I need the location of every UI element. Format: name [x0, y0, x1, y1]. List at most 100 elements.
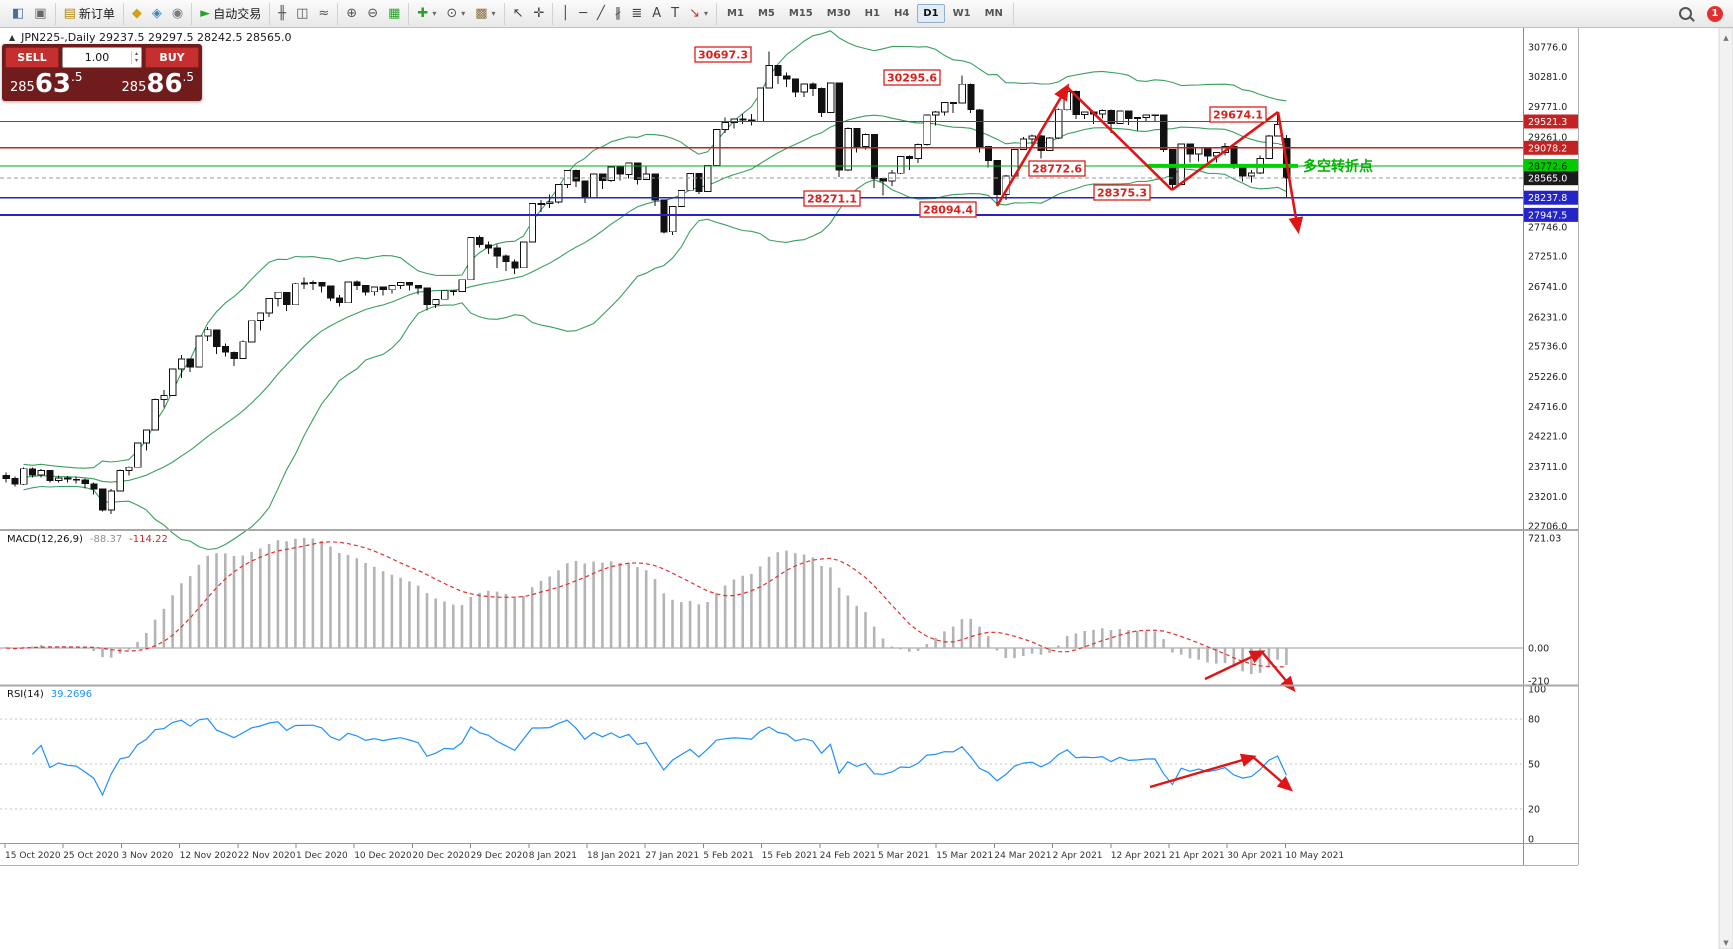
indicator-arrow[interactable]: [1252, 756, 1293, 792]
rsi-window-label: RSI(14) 39.2696: [7, 689, 92, 700]
channel-icon[interactable]: ∦: [610, 4, 627, 24]
notification-badge[interactable]: 1: [1707, 5, 1723, 22]
panel-collapse-icon[interactable]: ▲: [9, 33, 16, 42]
candle: [11, 478, 19, 485]
macd-window-label: MACD(12,26,9) -88.37 -114.22: [7, 534, 168, 545]
candle: [625, 162, 633, 175]
price-badge-text: 27947.5: [1528, 210, 1567, 221]
price-annotation-text: 28271.1: [807, 193, 857, 206]
horizontal-line-icon[interactable]: ─: [574, 4, 592, 24]
indicator-arrow[interactable]: [1149, 753, 1257, 789]
candle: [791, 78, 800, 93]
candle: [37, 470, 45, 476]
candle: [940, 102, 949, 113]
chevron-down-icon[interactable]: ▾: [491, 9, 496, 18]
autotrading-button[interactable]: ► 自动交易: [195, 4, 266, 24]
scroll-up-icon[interactable]: ▲: [1723, 34, 1729, 42]
timeframe-m30[interactable]: M30: [826, 8, 851, 19]
price-annotation-box[interactable]: [1209, 106, 1267, 123]
price-annotation-box[interactable]: [883, 69, 941, 86]
price-annotation-box[interactable]: [803, 190, 861, 207]
crosshair-icon[interactable]: ✛: [528, 4, 549, 24]
candle: [730, 118, 738, 123]
zoom-in-icon[interactable]: ⊕: [341, 4, 362, 24]
chart-app-icon: ◧: [12, 6, 25, 21]
window-icon[interactable]: ▣: [29, 4, 51, 24]
new-order-button-label: 新订单: [78, 7, 115, 21]
candle: [493, 247, 501, 257]
trendline-icon[interactable]: ╱: [592, 4, 610, 24]
scroll-down-icon[interactable]: ▼: [1723, 939, 1729, 947]
zoom-out-icon[interactable]: ⊖: [362, 4, 383, 24]
candlestick-chart-icon[interactable]: ◫: [291, 4, 313, 24]
chevron-down-icon[interactable]: ▾: [461, 9, 466, 18]
candle: [265, 298, 273, 314]
candle: [1186, 143, 1194, 155]
price-badge-text: 29521.3: [1528, 117, 1567, 128]
line-chart-icon[interactable]: ≈: [313, 4, 334, 24]
sell-button[interactable]: SELL: [5, 47, 59, 68]
navigator-icon[interactable]: ◉: [167, 4, 188, 24]
candle: [81, 479, 89, 485]
candle: [353, 281, 361, 287]
candle: [283, 291, 291, 306]
cursor-icon[interactable]: ↖: [508, 4, 529, 24]
price-annotation-box[interactable]: [1093, 184, 1151, 201]
timeframe-h4[interactable]: H4: [893, 8, 910, 19]
trend-arrow[interactable]: [1066, 86, 1173, 191]
chevron-down-icon[interactable]: ▾: [704, 9, 709, 18]
market-depth-icon[interactable]: ◆: [127, 4, 147, 24]
templates-icon[interactable]: ▩ ▾: [470, 4, 500, 24]
indicator-arrow[interactable]: [1261, 651, 1296, 692]
spin-up-icon[interactable]: ▴: [134, 49, 138, 57]
indicator-arrow[interactable]: [1204, 650, 1266, 681]
timeframe-m15[interactable]: M15: [788, 8, 813, 19]
label-icon[interactable]: T: [666, 4, 684, 24]
date-label: 12 Nov 2020: [180, 851, 238, 861]
text-icon[interactable]: A: [647, 4, 666, 24]
candle: [976, 109, 984, 147]
timeframe-mn[interactable]: MN: [984, 8, 1003, 19]
timeframe-h1[interactable]: H1: [864, 8, 880, 19]
timeframe-w1[interactable]: W1: [952, 8, 971, 19]
time-axis[interactable]: 15 Oct 2020 25 Oct 2020 3 Nov 2020 12 Nov 2…: [4, 844, 1344, 861]
periods-icon[interactable]: ⊙ ▾: [441, 4, 470, 24]
macd-signal-line: [5, 541, 1287, 668]
tile-windows-icon[interactable]: ▦: [383, 4, 405, 24]
arrows-icon[interactable]: ↘ ▾: [684, 4, 713, 24]
scrollbar-track[interactable]: [1718, 27, 1733, 949]
chevron-down-icon[interactable]: ▾: [432, 9, 437, 18]
new-order-button[interactable]: ▤ 新订单: [59, 4, 120, 24]
trend-arrow[interactable]: [1171, 110, 1279, 192]
timeframe-m1[interactable]: M1: [727, 8, 744, 19]
candle: [309, 282, 317, 284]
price-annotation-box[interactable]: [919, 201, 977, 218]
candle: [99, 488, 107, 511]
trend-arrow[interactable]: [1276, 111, 1304, 235]
toolbar-group: │ ─ ╱ ∦ ≣ A T ↘ ▾: [553, 2, 718, 25]
vertical-line-icon[interactable]: │: [556, 4, 574, 24]
bar-chart-icon[interactable]: ╫: [273, 4, 291, 24]
candle: [835, 82, 843, 171]
timeframe-m5[interactable]: M5: [757, 8, 775, 19]
history-center-icon[interactable]: ◈: [147, 4, 167, 24]
candle: [590, 173, 598, 198]
search-button[interactable]: [1674, 4, 1697, 24]
arrows-icon: ↘: [689, 6, 701, 21]
chart-background[interactable]: [0, 28, 1733, 949]
trend-arrow[interactable]: [995, 83, 1070, 207]
spin-down-icon[interactable]: ▾: [134, 56, 138, 64]
price-annotation-box[interactable]: [1028, 160, 1086, 177]
volume-input[interactable]: [63, 50, 131, 65]
indicators-icon[interactable]: ✚ ▾: [412, 4, 441, 24]
buy-button[interactable]: BUY: [145, 47, 199, 68]
toolbar-group: ◧ ▣: [4, 2, 56, 25]
price-axis-label: 25226.0: [1528, 372, 1567, 383]
candle: [72, 478, 81, 481]
timeframe-d1[interactable]: D1: [917, 4, 945, 23]
candle: [993, 160, 1001, 195]
chart-app-icon[interactable]: ◧: [7, 4, 29, 24]
fibonacci-icon[interactable]: ≣: [626, 4, 647, 24]
price-annotation-box[interactable]: [694, 46, 752, 63]
